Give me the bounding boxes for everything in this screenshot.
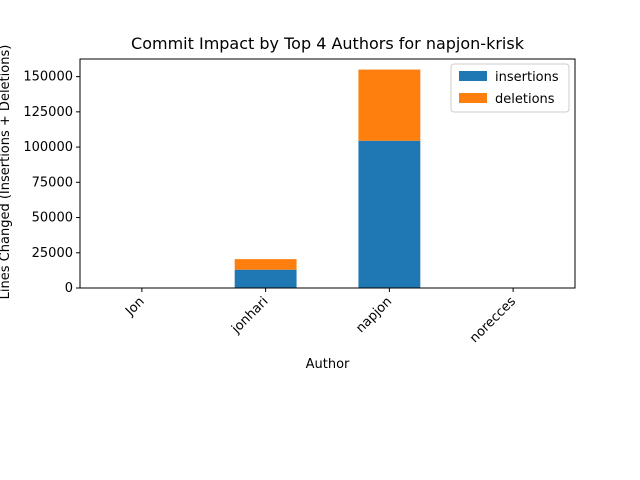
legend-label-insertions: insertions bbox=[495, 70, 559, 85]
x-tick-label: norecces bbox=[467, 294, 519, 346]
bar-insertions-napjon bbox=[358, 140, 421, 288]
y-tick-label: 150000 bbox=[23, 70, 73, 85]
y-tick-label: 50000 bbox=[32, 211, 73, 226]
y-tick-label: 100000 bbox=[23, 140, 73, 155]
y-tick-label: 125000 bbox=[23, 105, 73, 120]
x-tick-label: napjon bbox=[353, 294, 395, 336]
y-tick-label: 0 bbox=[65, 281, 73, 296]
bar-deletions-jonhari bbox=[234, 259, 297, 270]
x-axis-label: Author bbox=[306, 357, 350, 372]
x-tick-label: Jon bbox=[122, 294, 147, 319]
axes-frame bbox=[79, 58, 576, 289]
legend-swatch-insertions bbox=[459, 71, 487, 81]
y-tick-label: 25000 bbox=[32, 246, 73, 261]
bar-insertions-jonhari bbox=[234, 269, 297, 288]
chart-title: Commit Impact by Top 4 Authors for napjo… bbox=[131, 34, 525, 53]
y-tick-label: 75000 bbox=[32, 175, 73, 190]
bar-deletions-napjon bbox=[358, 69, 421, 141]
legend-label-deletions: deletions bbox=[495, 92, 555, 107]
legend: insertions deletions bbox=[450, 63, 570, 113]
legend-swatch-deletions bbox=[459, 93, 487, 103]
x-tick-label: jonhari bbox=[228, 294, 271, 337]
y-axis-label: Lines Changed (Insertions + Deletions) bbox=[0, 45, 13, 300]
